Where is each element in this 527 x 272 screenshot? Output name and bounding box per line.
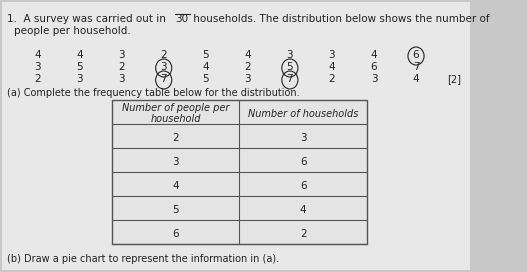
Text: 3: 3: [287, 50, 293, 60]
Text: 4: 4: [202, 62, 209, 72]
Text: 2: 2: [300, 229, 306, 239]
Text: 7: 7: [160, 74, 167, 84]
Text: 3: 3: [172, 157, 179, 167]
Text: 4: 4: [34, 50, 41, 60]
Text: 4: 4: [413, 74, 419, 84]
Text: household: household: [150, 114, 201, 124]
Text: 1.  A survey was carried out in: 1. A survey was carried out in: [7, 14, 169, 24]
Text: people per household.: people per household.: [14, 26, 131, 36]
Text: 3: 3: [34, 62, 41, 72]
Text: 3: 3: [245, 74, 251, 84]
Text: 6: 6: [172, 229, 179, 239]
Text: 4: 4: [329, 62, 335, 72]
Text: 2: 2: [34, 74, 41, 84]
Text: 3: 3: [300, 133, 306, 143]
Bar: [112, 100, 367, 244]
Text: 30: 30: [175, 14, 189, 24]
Text: 2: 2: [172, 133, 179, 143]
Text: 2: 2: [160, 50, 167, 60]
Text: 2: 2: [119, 62, 125, 72]
Text: 5: 5: [172, 205, 179, 215]
Text: 3: 3: [119, 74, 125, 84]
Text: 3: 3: [119, 50, 125, 60]
Text: 4: 4: [370, 50, 377, 60]
Text: 3: 3: [76, 74, 83, 84]
Text: (b) Draw a pie chart to represent the information in (a).: (b) Draw a pie chart to represent the in…: [7, 254, 279, 264]
Bar: [112, 100, 367, 244]
Text: 2: 2: [245, 62, 251, 72]
Text: 3: 3: [370, 74, 377, 84]
Text: 7: 7: [413, 62, 419, 72]
Text: 2: 2: [329, 74, 335, 84]
Text: 6: 6: [413, 50, 419, 60]
Text: 7: 7: [287, 74, 293, 84]
Text: 4: 4: [172, 181, 179, 191]
Text: 5: 5: [202, 50, 209, 60]
Text: households. The distribution below shows the number of: households. The distribution below shows…: [190, 14, 489, 24]
Text: 6: 6: [300, 181, 306, 191]
Text: 4: 4: [76, 50, 83, 60]
Text: 4: 4: [245, 50, 251, 60]
Text: [2]: [2]: [447, 74, 461, 84]
Text: (a) Complete the frequency table below for the distribution.: (a) Complete the frequency table below f…: [7, 88, 300, 98]
Text: 3: 3: [329, 50, 335, 60]
Text: 5: 5: [76, 62, 83, 72]
Text: Number of people per: Number of people per: [122, 103, 229, 113]
Text: 5: 5: [202, 74, 209, 84]
Text: 3: 3: [160, 62, 167, 72]
Text: 6: 6: [300, 157, 306, 167]
Text: 5: 5: [287, 62, 293, 72]
Text: 6: 6: [370, 62, 377, 72]
Text: 4: 4: [300, 205, 306, 215]
Text: Number of households: Number of households: [248, 109, 358, 119]
